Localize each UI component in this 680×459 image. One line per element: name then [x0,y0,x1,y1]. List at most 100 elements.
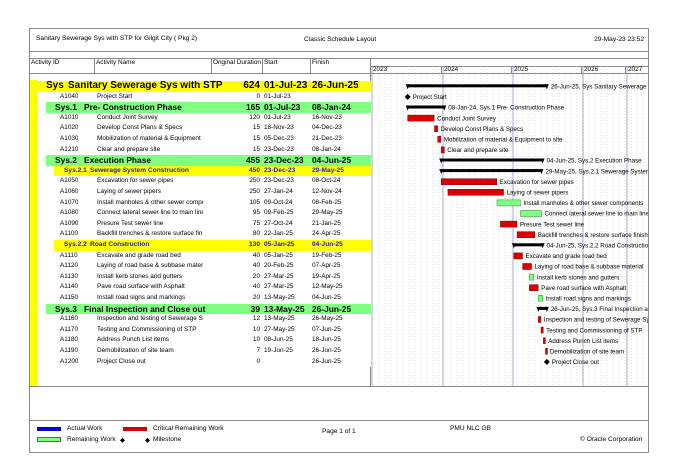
row-name: Inspection and testing of Sewerage Syste… [97,315,203,323]
gantt-bar[interactable] [447,189,504,196]
col-finish[interactable]: Finish [312,59,330,66]
table-row[interactable]: Sys.2.2 Road Construction 130 05-Jan-25 04-J… [54,240,371,251]
table-row[interactable]: A1170 Testing and Commissioning of STP 10 2… [46,324,371,336]
row-id: A1060 [60,188,79,195]
table-row[interactable]: A1070 Install manholes & other sewer comp… [46,197,371,209]
table-row[interactable]: A1030 Mobilization of material & Equipmen… [46,134,371,145]
table-row[interactable]: A1210 Clear and prepare site 15 23-Dec-23 08… [46,144,371,156]
table-row[interactable]: Sys.2 Execution Phase 455 23-Dec-23 04-Jun-2… [46,155,371,166]
table-row[interactable]: A1040 Project Start 0 01-Jul-23 [46,91,371,103]
header-top-border [29,58,649,59]
gantt-bar[interactable] [538,316,542,323]
year-divider [625,66,626,73]
table-row[interactable]: A1150 Install road signs and markings 20 13… [46,293,371,304]
gantt-bar[interactable] [540,326,544,334]
gantt-bar[interactable] [434,125,438,132]
row-name: Project Close out [97,357,146,365]
gantt-bar[interactable] [529,284,539,291]
gantt-milestone[interactable] [543,358,550,365]
gantt-bar[interactable] [516,231,536,238]
gantt-bar[interactable] [538,295,543,302]
gantt-summary-cap [540,243,545,249]
table-row[interactable]: A1130 Install kerb stones and gutters 20 27… [46,271,371,283]
gantt-milestone[interactable] [404,93,411,100]
row-start: 27-Mar-25 [264,272,294,280]
row-start: 01-Jul-23 [264,81,308,91]
wbs0-strip [30,80,38,386]
report-header: Sanitary Sewerage Sys with STP for Gilgi… [30,29,648,52]
table-row[interactable]: A1180 Address Punch List items 10 08-Jun-25… [46,335,371,346]
table-row[interactable]: A1190 Demobilization of site team 7 19-Jun-… [46,346,371,357]
table-row[interactable]: A1010 Conduct Joint Survey 120 01-Jul-23 16-… [46,112,371,124]
gantt-summary-bar[interactable] [407,84,547,88]
gantt-bar-label: Inspection and testing of Sewerage Syste… [544,317,648,324]
col-activity-name[interactable]: Activity Name [96,59,136,66]
gantt-summary-bar[interactable] [513,243,543,247]
gantt-bar[interactable] [500,220,518,228]
gantt-summary-bar[interactable] [441,169,542,173]
gantt-bar-label: Demobilization of site team [550,349,624,356]
row-name: Testing and Commissioning of STP [97,325,197,333]
table-row[interactable]: A1110 Excavate and grade road bed 40 05-Jan… [46,250,371,262]
table-row[interactable]: A1160 Inspection and testing of Sewerage … [46,314,371,325]
col-divider [310,58,311,73]
gantt-summary-bar[interactable] [441,158,543,162]
row-name: Connect lateral sewer line to main line [97,209,203,217]
gantt-bar-label: Project Start [413,94,447,101]
table-row[interactable]: A1100 Backfill trenches & restore surface… [46,229,371,240]
gantt-bar[interactable] [522,263,532,270]
row-duration: 450 [248,166,260,174]
row-finish: 12-Nov-24 [312,188,342,195]
row-name: Sanitary Sewerage Sys with STP [68,81,223,91]
table-row[interactable]: A1050 Excavation for sewer pipes 250 23-Dec… [46,176,371,187]
gantt-summary-bar[interactable] [538,306,547,310]
row-duration: 165 [246,102,260,113]
table-row[interactable]: Sys.2.1 Sewerage System Construction 450 23… [54,165,371,177]
gantt-bar[interactable] [407,114,435,122]
gantt-bar[interactable] [440,146,445,154]
gantt-bar-label: 26-Jun-25, Sys Sanitary Sewerage Sys wit… [551,84,648,91]
table-row[interactable]: A1200 Project Close out 0 26-Jun-25 [46,356,371,368]
row-id: A1140 [60,283,79,291]
col-original-duration[interactable]: Original Duration [213,59,261,66]
gantt-bar[interactable] [545,348,548,355]
col-start[interactable]: Start [264,59,278,66]
gantt-summary-cap [544,306,549,312]
gantt-bar[interactable] [520,210,542,217]
row-name: Install manholes & other sewer component… [97,198,203,206]
row-name: Final Inspection and Close out [84,303,206,314]
table-row[interactable]: Sys.1 Pre- Construction Phase 165 01-Jul-23… [46,102,371,113]
row-finish: 21-Dec-23 [312,135,342,142]
gantt-summary-bar[interactable] [407,105,445,109]
table-row[interactable]: Sys Sanitary Sewerage Sys with STP 624 01-J… [38,81,371,92]
table-row[interactable]: Sys.3 Final Inspection and Close out 39 13-… [46,303,371,315]
row-finish: 04-Jun-25 [312,155,352,166]
gantt-bar[interactable] [440,178,498,185]
gantt-bar-label: Install road signs and markings [546,296,631,303]
gantt-bar[interactable] [496,199,521,207]
row-start: 09-Oct-24 [264,198,293,206]
gantt-bar[interactable] [513,252,523,260]
row-duration: 15 [252,135,260,142]
col-activity-id[interactable]: Activity ID [31,59,60,66]
gantt-bar[interactable] [543,337,546,344]
row-start: 01-Jul-23 [264,92,291,100]
table-row[interactable]: A1020 Develop Const Plans & Specs 15 18-Nov… [46,123,371,134]
gantt-bar[interactable] [529,273,535,281]
table-row[interactable]: A1090 Presure Test sewer line 75 27-Oct-24 2… [46,218,371,230]
gantt-summary-cap [439,169,444,175]
row-name: Excavate and grade road bed [97,251,181,259]
layout-name: Classic Schedule Layout [304,36,377,43]
row-start: 05-Jan-25 [264,241,295,248]
project-title: Sanitary Sewerage Sys with STP for Gilgi… [36,35,198,42]
table-row[interactable]: A1080 Connect lateral sewer line to main … [46,208,371,219]
row-id: Sys.3 [55,303,77,314]
row-finish: 08-Jan-24 [312,145,341,153]
legend-remaining-swatch [37,437,61,442]
table-row[interactable]: A1120 Laying of road base & subbase mater… [46,261,371,272]
row-id: A1150 [60,294,79,301]
gantt-bar[interactable] [437,136,442,143]
gantt-bar-label: Laying of sewer pipers [507,190,569,197]
table-row[interactable]: A1060 Laying of sewer pipers 250 27-Jan-24 1… [46,187,371,198]
table-row[interactable]: A1140 Pave road surface with Asphalt 40 27-… [46,282,371,293]
